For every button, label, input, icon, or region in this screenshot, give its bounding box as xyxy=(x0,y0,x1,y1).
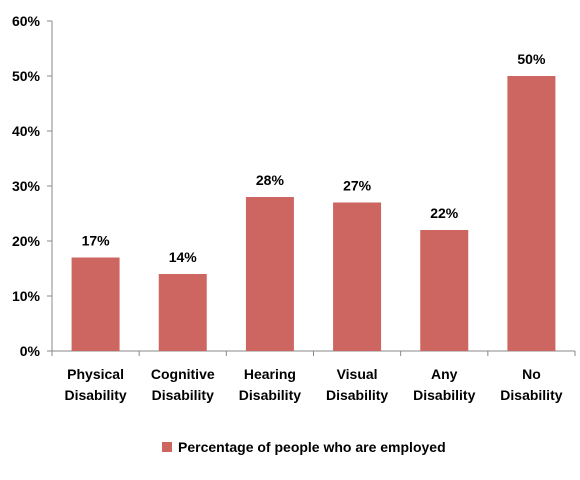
y-tick-label: 0% xyxy=(20,343,41,359)
x-tick-label: No Disability xyxy=(500,366,562,403)
y-tick-label: 30% xyxy=(12,178,41,194)
legend-label: Percentage of people who are employed xyxy=(178,439,446,455)
bar xyxy=(245,197,294,351)
y-tick-label: 50% xyxy=(12,68,41,84)
data-label: 27% xyxy=(343,178,372,194)
x-tick-label: Cognitive Disability xyxy=(151,366,215,403)
bar xyxy=(333,202,382,351)
bar xyxy=(158,274,207,351)
legend: Percentage of people who are employed xyxy=(162,439,446,455)
legend-swatch xyxy=(162,442,172,452)
y-tick-label: 60% xyxy=(12,13,41,29)
data-label: 17% xyxy=(82,233,111,249)
y-tick-label: 40% xyxy=(12,123,41,139)
data-labels: 17% 14% 28% 27% 22% 50% xyxy=(82,51,546,265)
x-tick-label: Physical Disability xyxy=(64,366,126,403)
bar xyxy=(420,230,469,351)
bars xyxy=(71,76,556,351)
y-tick-label: 20% xyxy=(12,233,41,249)
y-tick-label: 10% xyxy=(12,288,41,304)
data-label: 22% xyxy=(430,205,459,221)
x-tick-label: Visual Disability xyxy=(326,366,388,403)
y-axis: 0% 10% 20% 30% 40% 50% 60% xyxy=(12,13,53,359)
data-label: 50% xyxy=(517,51,546,67)
x-axis xyxy=(51,350,576,356)
data-label: 14% xyxy=(169,249,198,265)
bar xyxy=(507,76,556,351)
category-labels: Physical Disability Cognitive Disability Hea… xyxy=(64,366,562,403)
data-label: 28% xyxy=(256,172,285,188)
x-tick-label: Any Disability xyxy=(413,366,475,403)
bar xyxy=(71,257,120,351)
x-tick-label: Hearing Disability xyxy=(239,366,301,403)
